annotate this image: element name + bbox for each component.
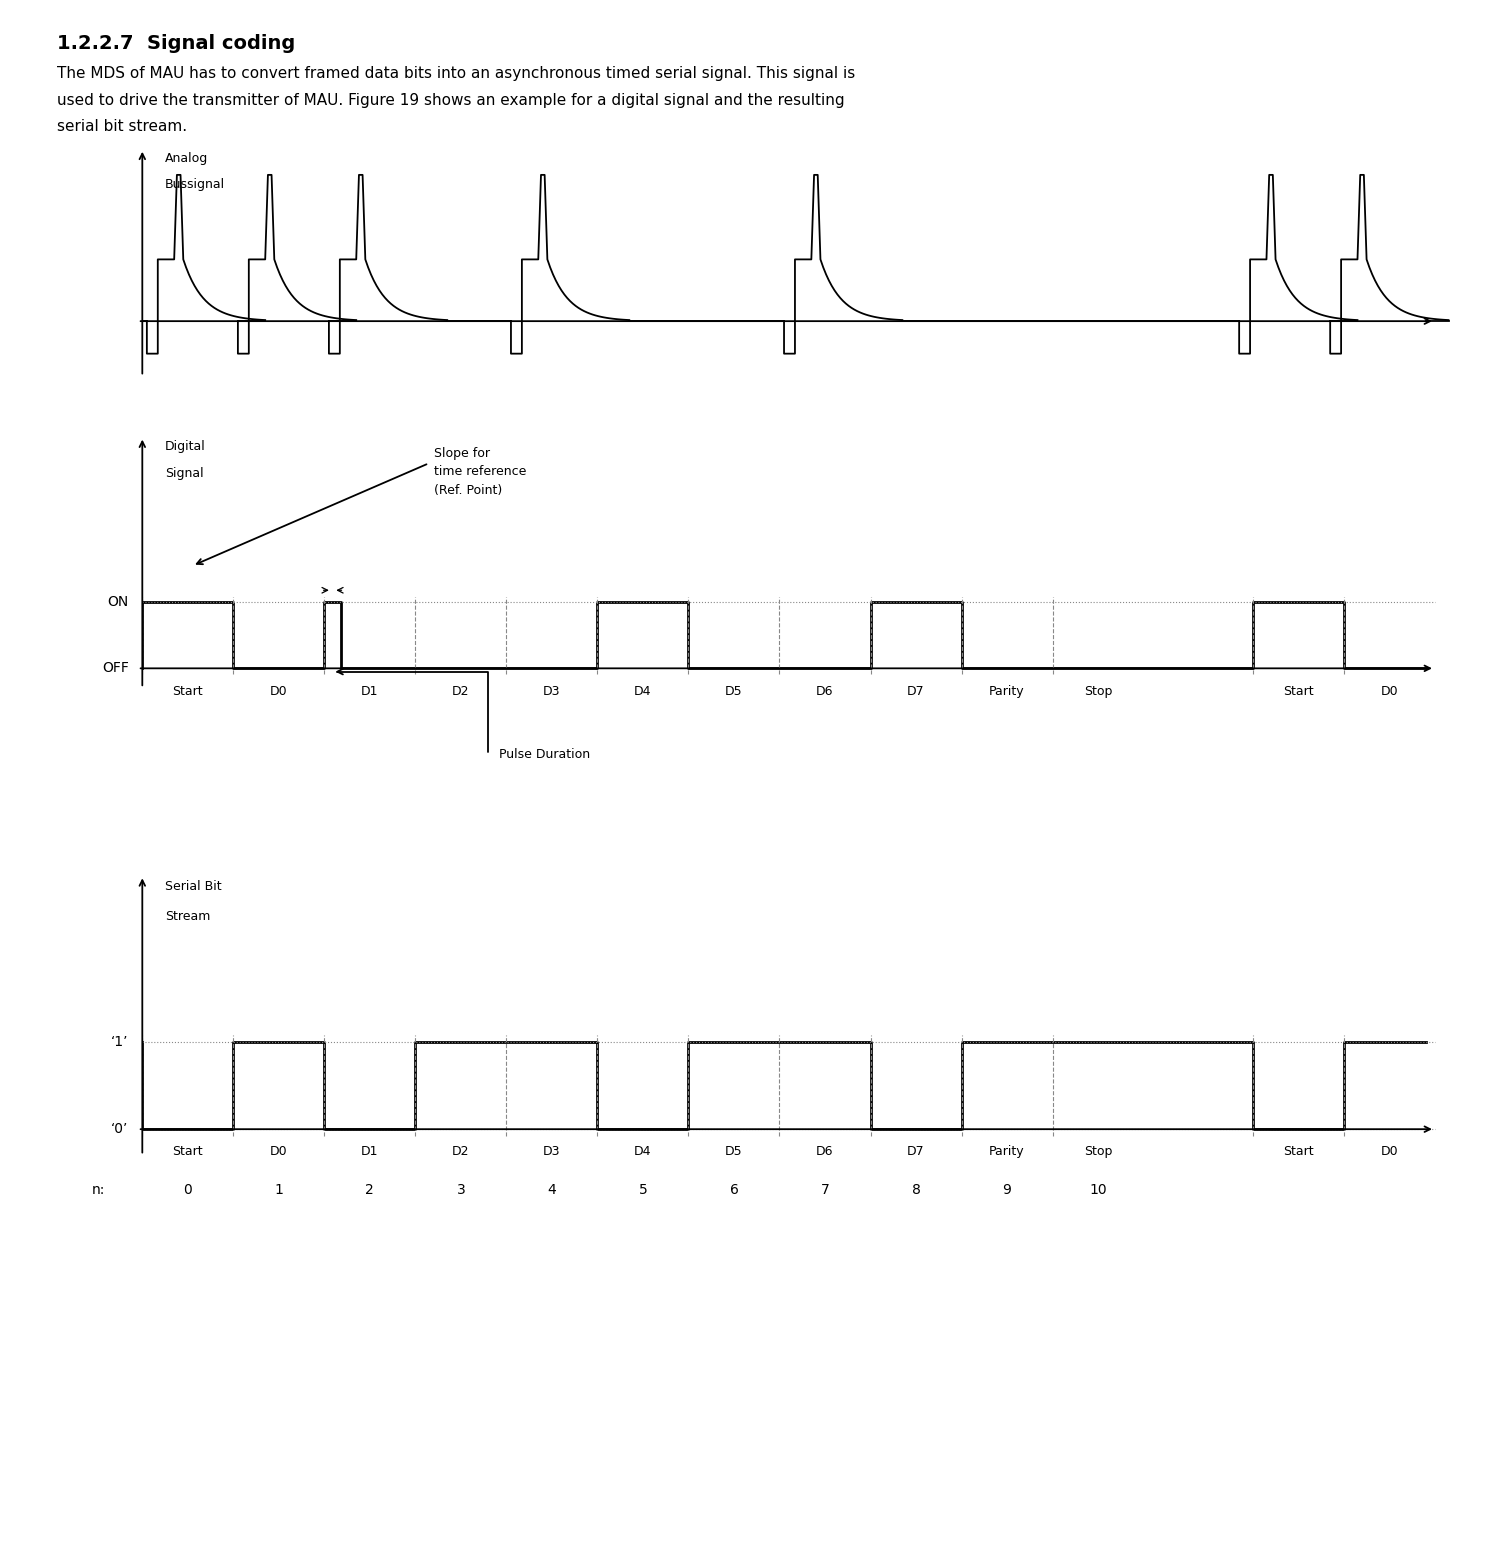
Text: (Ref. Point): (Ref. Point) — [433, 483, 502, 497]
Text: 1: 1 — [274, 1183, 283, 1198]
Text: D0: D0 — [1381, 1146, 1398, 1158]
Text: D1: D1 — [361, 686, 379, 698]
Text: Analog: Analog — [165, 153, 208, 165]
Text: 5: 5 — [638, 1183, 647, 1198]
Text: D4: D4 — [634, 686, 652, 698]
Text: D0: D0 — [1381, 686, 1398, 698]
Text: 0: 0 — [183, 1183, 192, 1198]
Text: n:: n: — [93, 1183, 106, 1198]
Text: 2: 2 — [366, 1183, 374, 1198]
Text: D7: D7 — [908, 686, 924, 698]
Text: D2: D2 — [452, 1146, 470, 1158]
Text: Signal: Signal — [165, 466, 204, 480]
Text: time reference: time reference — [433, 465, 526, 479]
Text: Parity: Parity — [989, 1146, 1025, 1158]
Text: D2: D2 — [452, 686, 470, 698]
Text: 6: 6 — [730, 1183, 739, 1198]
Text: OFF: OFF — [102, 661, 129, 675]
Text: serial bit stream.: serial bit stream. — [57, 119, 187, 134]
Text: Slope for: Slope for — [433, 446, 490, 460]
Text: D7: D7 — [908, 1146, 924, 1158]
Text: Stop: Stop — [1085, 686, 1112, 698]
Text: Stream: Stream — [165, 911, 210, 923]
Text: ‘1’: ‘1’ — [111, 1034, 129, 1048]
Text: D0: D0 — [270, 1146, 288, 1158]
Text: The MDS of MAU has to convert framed data bits into an asynchronous timed serial: The MDS of MAU has to convert framed dat… — [57, 66, 855, 82]
Text: Start: Start — [1282, 686, 1314, 698]
Text: ON: ON — [108, 594, 129, 610]
Text: D6: D6 — [816, 686, 834, 698]
Text: D3: D3 — [544, 1146, 560, 1158]
Text: Start: Start — [172, 686, 204, 698]
Text: D0: D0 — [270, 686, 288, 698]
Text: 9: 9 — [1002, 1183, 1011, 1198]
Text: 3: 3 — [457, 1183, 466, 1198]
Text: used to drive the transmitter of MAU. Figure 19 shows an example for a digital s: used to drive the transmitter of MAU. Fi… — [57, 93, 845, 108]
Text: D5: D5 — [725, 686, 743, 698]
Text: 4: 4 — [548, 1183, 556, 1198]
Text: Start: Start — [1282, 1146, 1314, 1158]
Text: 10: 10 — [1089, 1183, 1107, 1198]
Text: 1.2.2.7  Signal coding: 1.2.2.7 Signal coding — [57, 34, 295, 52]
Text: Bussignal: Bussignal — [165, 178, 225, 191]
Text: D1: D1 — [361, 1146, 379, 1158]
Text: 8: 8 — [912, 1183, 920, 1198]
Text: Digital: Digital — [165, 440, 205, 452]
Text: D6: D6 — [816, 1146, 834, 1158]
Text: D5: D5 — [725, 1146, 743, 1158]
Text: Start: Start — [172, 1146, 204, 1158]
Text: Pulse Duration: Pulse Duration — [499, 747, 590, 761]
Text: 7: 7 — [821, 1183, 830, 1198]
Text: Stop: Stop — [1085, 1146, 1112, 1158]
Text: ‘0’: ‘0’ — [111, 1122, 129, 1136]
Text: Parity: Parity — [989, 686, 1025, 698]
Text: D4: D4 — [634, 1146, 652, 1158]
Text: D3: D3 — [544, 686, 560, 698]
Text: Serial Bit: Serial Bit — [165, 880, 222, 892]
